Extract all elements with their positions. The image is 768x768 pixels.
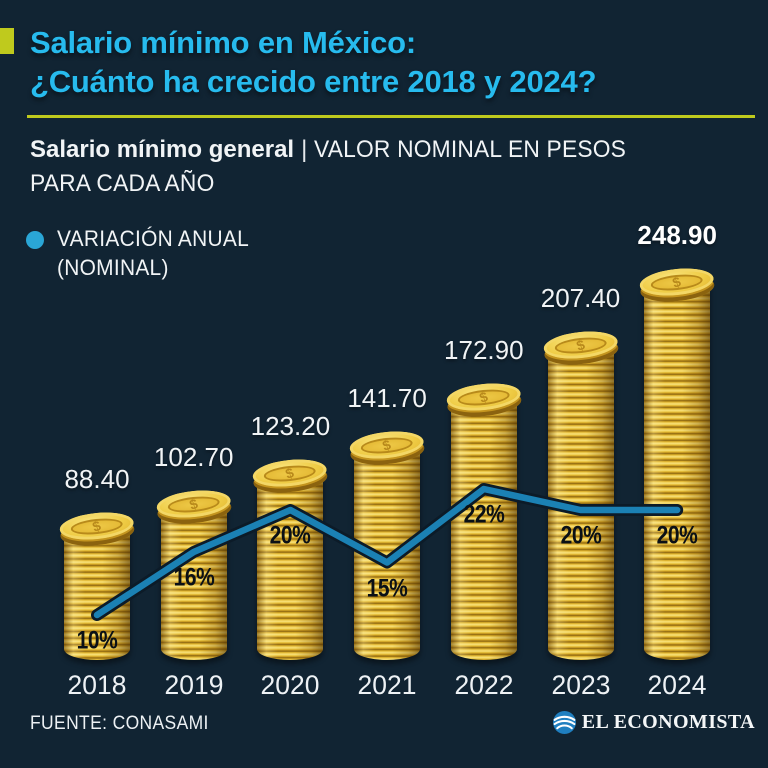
year-label-2021: 2021 — [357, 670, 417, 700]
legend-line-1: VARIACIÓN ANUAL — [57, 226, 250, 251]
year-label-2020: 2020 — [260, 670, 320, 700]
pct-label-2019: 16% — [173, 563, 215, 592]
title-divider — [27, 115, 755, 118]
subtitle-rest-line2: PARA CADA AÑO — [30, 170, 215, 197]
page-title: Salario mínimo en México: ¿Cuánto ha crec… — [30, 23, 597, 101]
title-line-1: Salario mínimo en México: — [30, 25, 417, 60]
value-label-2024: 248.90 — [637, 219, 717, 250]
subtitle-separator: | — [301, 136, 308, 163]
pct-label-2021: 15% — [366, 574, 408, 602]
el-economista-globe-icon — [552, 711, 576, 734]
subtitle-bold: Salario mínimo general — [30, 136, 295, 163]
legend: VARIACIÓN ANUAL (NOMINAL) — [26, 224, 259, 282]
legend-line-2: (NOMINAL) — [57, 255, 169, 280]
accent-square — [0, 28, 14, 54]
year-label-2022: 2022 — [454, 670, 514, 700]
value-label-2022: 172.90 — [444, 335, 524, 366]
value-label-2023: 207.40 — [540, 282, 621, 313]
year-label-2019: 2019 — [164, 670, 224, 700]
value-label-2020: 123.20 — [250, 410, 331, 441]
value-label-2021: 141.70 — [347, 382, 427, 413]
brand-logo: EL ECONOMISTA — [552, 710, 755, 735]
pct-label-2020: 20% — [270, 521, 311, 550]
year-label-2018: 2018 — [67, 670, 127, 700]
chart-subtitle: Salario mínimo general | VALOR NOMINAL EN … — [30, 133, 643, 201]
title-line-2: ¿Cuánto ha crecido entre 2018 y 2024? — [30, 64, 597, 99]
source-credit: FUENTE: CONASAMI — [30, 713, 209, 734]
legend-label: VARIACIÓN ANUAL (NOMINAL) — [57, 224, 249, 282]
legend-dot-icon — [26, 231, 44, 249]
pct-label-2024: 20% — [656, 521, 698, 550]
value-label-2019: 102.70 — [153, 441, 234, 472]
pct-label-2023: 20% — [560, 521, 601, 550]
year-label-2023: 2023 — [551, 670, 610, 700]
pct-label-2022: 22% — [463, 500, 505, 529]
year-label-2024: 2024 — [647, 670, 707, 700]
brand-name: EL ECONOMISTA — [581, 711, 755, 733]
pct-label-2018: 10% — [76, 626, 118, 655]
subtitle-rest-line1: VALOR NOMINAL EN PESOS — [314, 136, 627, 163]
